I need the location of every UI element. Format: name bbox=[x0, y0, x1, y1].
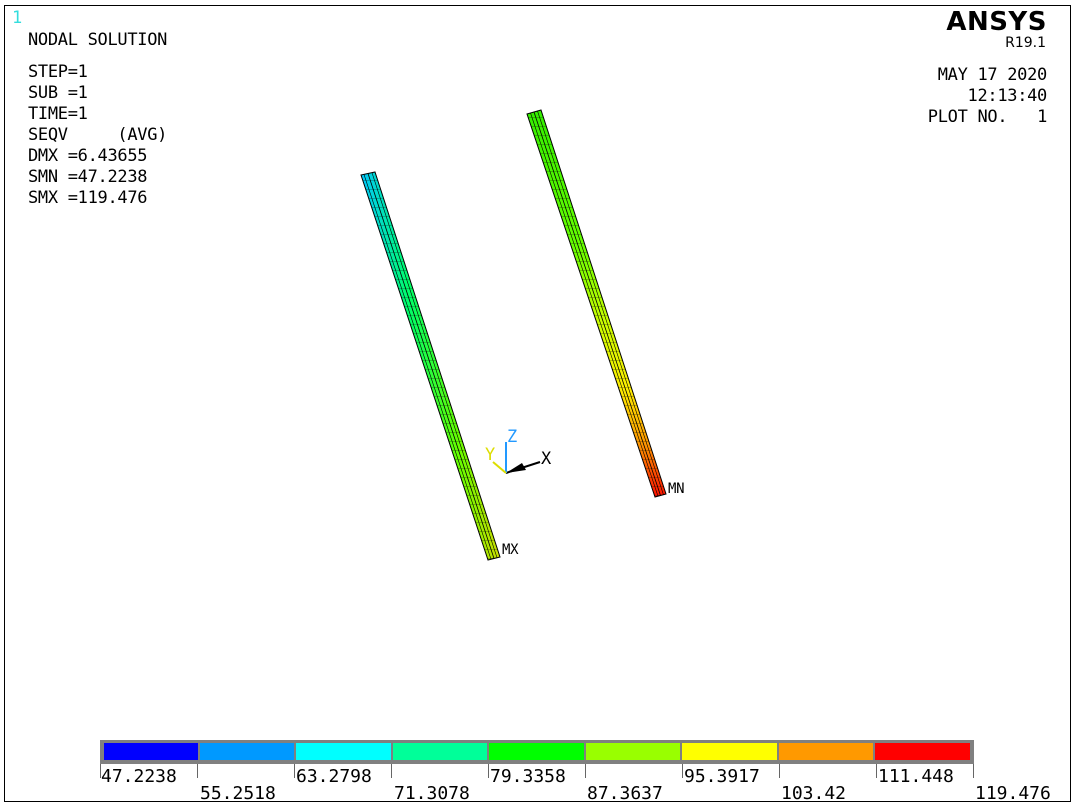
legend-band-5 bbox=[489, 743, 584, 760]
contour-legend-bar bbox=[100, 740, 974, 764]
legend-value: 103.42 bbox=[781, 783, 847, 804]
legend-value: 119.476 bbox=[975, 783, 1051, 804]
legend-value: 87.3637 bbox=[587, 783, 663, 804]
beam-right[interactable] bbox=[526, 109, 667, 498]
legend-band-6 bbox=[586, 743, 680, 760]
triad-x-label: X bbox=[541, 449, 551, 469]
info-smx: SMX =119.476 bbox=[28, 188, 148, 208]
legend-tick bbox=[876, 764, 877, 778]
legend-tick bbox=[682, 764, 683, 778]
plot-time: 12:13:40 bbox=[967, 86, 1048, 106]
legend-value: 79.3358 bbox=[490, 766, 566, 787]
legend-tick bbox=[100, 764, 101, 778]
info-step: STEP=1 bbox=[28, 62, 88, 82]
legend-tick bbox=[391, 764, 392, 778]
info-time: TIME=1 bbox=[28, 104, 88, 124]
legend-tick bbox=[585, 764, 586, 778]
triad-y-label: Y bbox=[485, 445, 495, 465]
coordinate-triad bbox=[492, 442, 541, 474]
triad-z-label: Z bbox=[507, 427, 517, 447]
info-sub: SUB =1 bbox=[28, 83, 88, 103]
beam-left[interactable] bbox=[360, 171, 501, 561]
ansys-logo: ANSYS bbox=[946, 7, 1047, 37]
legend-tick bbox=[197, 764, 198, 778]
legend-value: 71.3078 bbox=[394, 783, 470, 804]
legend-tick bbox=[488, 764, 489, 778]
max-marker-label: MX bbox=[502, 542, 519, 558]
info-seqv: SEQV (AVG) bbox=[28, 125, 168, 145]
min-marker-label: MN bbox=[668, 481, 685, 497]
legend-band-8 bbox=[779, 743, 873, 760]
legend-band-4 bbox=[393, 743, 487, 760]
legend-band-1 bbox=[104, 743, 198, 760]
legend-value: 63.2798 bbox=[296, 766, 372, 787]
legend-value: 111.448 bbox=[878, 766, 954, 787]
legend-band-7 bbox=[682, 743, 777, 760]
info-smn: SMN =47.2238 bbox=[28, 167, 148, 187]
info-dmx: DMX =6.43655 bbox=[28, 146, 148, 166]
plot-title: NODAL SOLUTION bbox=[28, 30, 168, 50]
window-number: 1 bbox=[12, 8, 22, 28]
legend-tick bbox=[779, 764, 780, 778]
legend-tick bbox=[973, 764, 974, 778]
plot-date: MAY 17 2020 bbox=[937, 65, 1048, 85]
plot-number: PLOT NO. 1 bbox=[927, 107, 1048, 127]
legend-band-3 bbox=[296, 743, 391, 760]
legend-value: 47.2238 bbox=[101, 766, 177, 787]
legend-tick bbox=[294, 764, 295, 778]
legend-band-2 bbox=[200, 743, 294, 760]
version-label: R19.1 bbox=[1005, 35, 1046, 51]
legend-band-9 bbox=[875, 743, 970, 760]
legend-value: 55.2518 bbox=[200, 783, 276, 804]
legend-value: 95.3917 bbox=[684, 766, 760, 787]
